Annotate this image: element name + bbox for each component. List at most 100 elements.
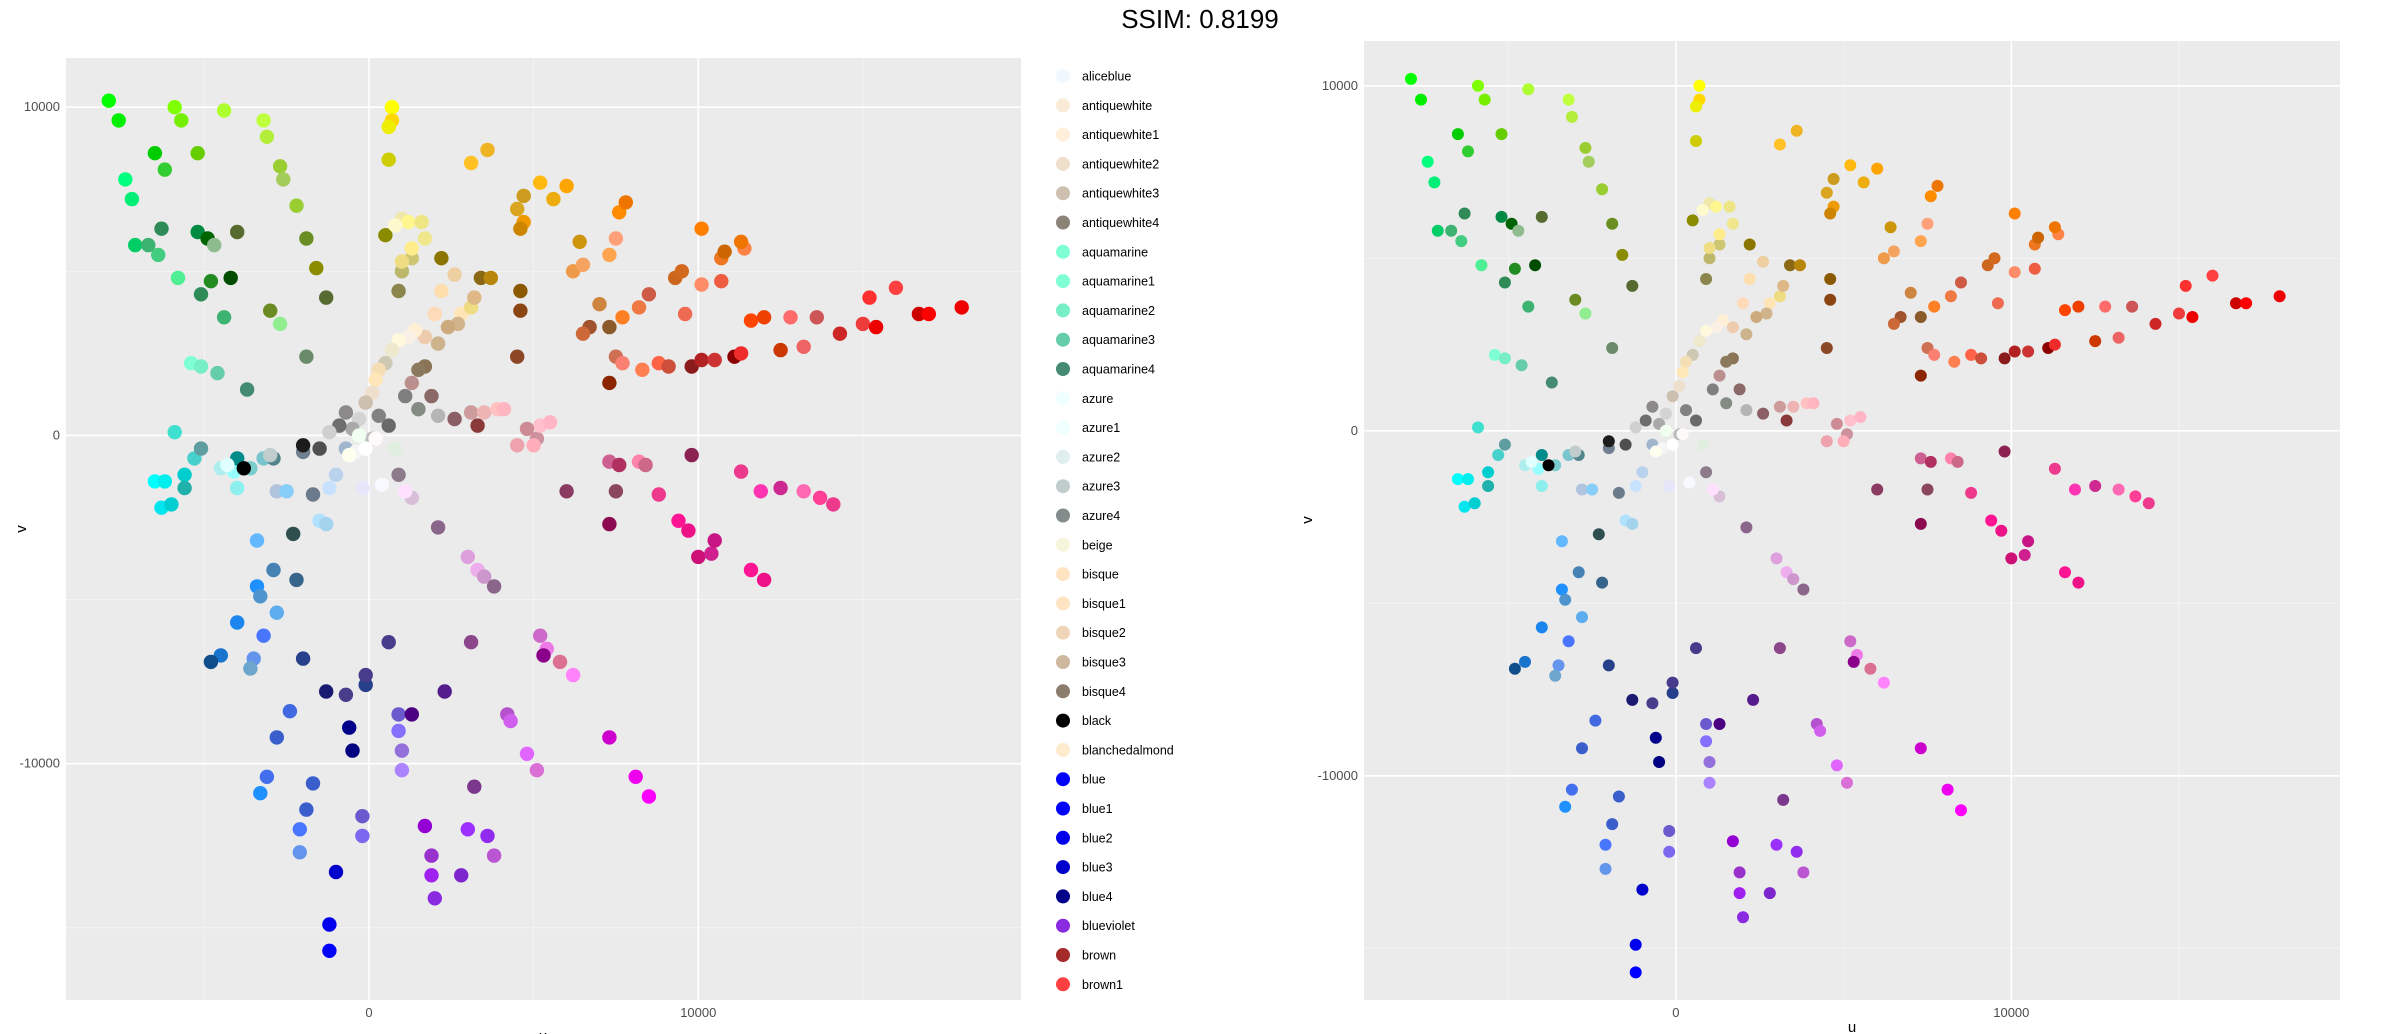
legend-key [1056, 918, 1070, 933]
left-data-point [519, 421, 535, 437]
right-data-point [2173, 307, 2185, 320]
right-data-point [1522, 83, 1535, 96]
right-data-point [1649, 731, 1662, 744]
left-data-point [128, 237, 143, 253]
right-data-point [2032, 231, 2045, 244]
right-data-point [1723, 200, 1736, 213]
legend-key [1056, 362, 1070, 376]
left-data-point [694, 277, 709, 292]
left-data-point [681, 523, 696, 538]
left-data-point [272, 159, 288, 174]
right-data-point [1589, 714, 1602, 727]
right-points [1405, 72, 2286, 979]
left-data-point [167, 100, 182, 115]
left-data-point [411, 402, 426, 417]
right-data-point [1612, 790, 1625, 803]
right-data-point [1763, 297, 1776, 310]
right-data-point [1790, 124, 1803, 137]
right-data-point [2005, 552, 2018, 565]
left-data-point [388, 218, 403, 233]
left-data-point [305, 487, 321, 502]
right-data-point [1743, 238, 1756, 251]
right-data-point [1686, 214, 1699, 227]
left-data-point [177, 467, 192, 482]
right-data-point [1458, 500, 1471, 513]
right-data-point [1703, 242, 1716, 254]
left-data-point [542, 415, 558, 430]
right-data-point [1545, 376, 1558, 389]
right-data-point [1592, 528, 1605, 541]
legend-label: blue2 [1082, 831, 1113, 845]
right-data-point [1522, 300, 1535, 313]
right-data-point [2112, 483, 2125, 496]
left-data-point [510, 201, 525, 217]
left-data-point [430, 408, 446, 423]
legend-label: beige [1082, 538, 1113, 552]
left-data-point [612, 457, 627, 473]
right-data-point [1696, 438, 1709, 451]
right-data-point [1743, 273, 1756, 285]
right-data-point [1646, 400, 1659, 413]
left-data-point [286, 526, 301, 542]
left-data-point [358, 441, 373, 456]
left-data-point [391, 283, 406, 299]
left-data-point [691, 549, 706, 565]
right-data-point [1720, 397, 1733, 410]
right-data-point [1582, 155, 1595, 168]
legend-label: aquamarine4 [1082, 363, 1155, 377]
left-data-point [342, 720, 357, 735]
right-data-point [1844, 635, 1857, 648]
right-data-point [1747, 693, 1760, 706]
legend-label: antiquewhite2 [1082, 157, 1159, 171]
left-data-point [434, 283, 449, 299]
right-data-point [1871, 483, 1884, 496]
right-data-point [1451, 473, 1464, 486]
left-data-point [299, 231, 314, 246]
left-data-point [467, 290, 482, 305]
legend-key [1056, 537, 1070, 552]
right-data-point [1713, 228, 1726, 241]
right-data-point [2186, 311, 2199, 323]
right-data-point [1606, 818, 1619, 831]
right-data-point [1529, 259, 1542, 272]
left-data-point [832, 326, 848, 341]
right-data-point [1706, 383, 1719, 396]
left-data-point [289, 198, 304, 213]
right-data-point [1955, 276, 1967, 289]
left-data-point [608, 231, 624, 246]
legend-key [1056, 186, 1070, 201]
left-data-point [602, 375, 617, 391]
legend-key [1056, 655, 1070, 669]
right-data-point [1706, 483, 1719, 496]
right-data-point [1555, 535, 1568, 548]
legend-label: blue3 [1082, 861, 1113, 875]
left-data-point [216, 103, 232, 118]
right-data-point [1733, 887, 1746, 900]
right-y-tick-label: -10000 [1318, 768, 1358, 783]
legend-label: bisque4 [1082, 685, 1126, 699]
left-data-point [447, 267, 462, 282]
right-data-point [1784, 259, 1796, 272]
legend-label: aliceblue [1082, 70, 1131, 84]
left-data-point [338, 405, 354, 420]
left-data-point [167, 425, 182, 440]
right-data-point [1700, 466, 1713, 479]
left-data-point [618, 195, 633, 210]
left-data-point [358, 395, 373, 410]
right-data-point [1693, 79, 1706, 92]
right-data-point [1700, 324, 1713, 337]
left-data-point [351, 428, 367, 443]
right-data-point [1928, 348, 1941, 361]
left-tick-labels: 0 10000 -10000 0 10000 [20, 99, 717, 1020]
legend-key [1056, 889, 1070, 904]
right-data-point [1552, 659, 1565, 672]
right-data-point [2018, 549, 2031, 561]
left-data-point [220, 457, 235, 473]
right-data-point [1726, 321, 1739, 334]
right-data-point [1824, 273, 1837, 285]
left-data-point [756, 310, 772, 325]
left-data-point [404, 707, 419, 722]
right-data-point [1998, 352, 2011, 365]
right-data-point [1562, 635, 1575, 648]
right-data-point [2069, 483, 2081, 496]
